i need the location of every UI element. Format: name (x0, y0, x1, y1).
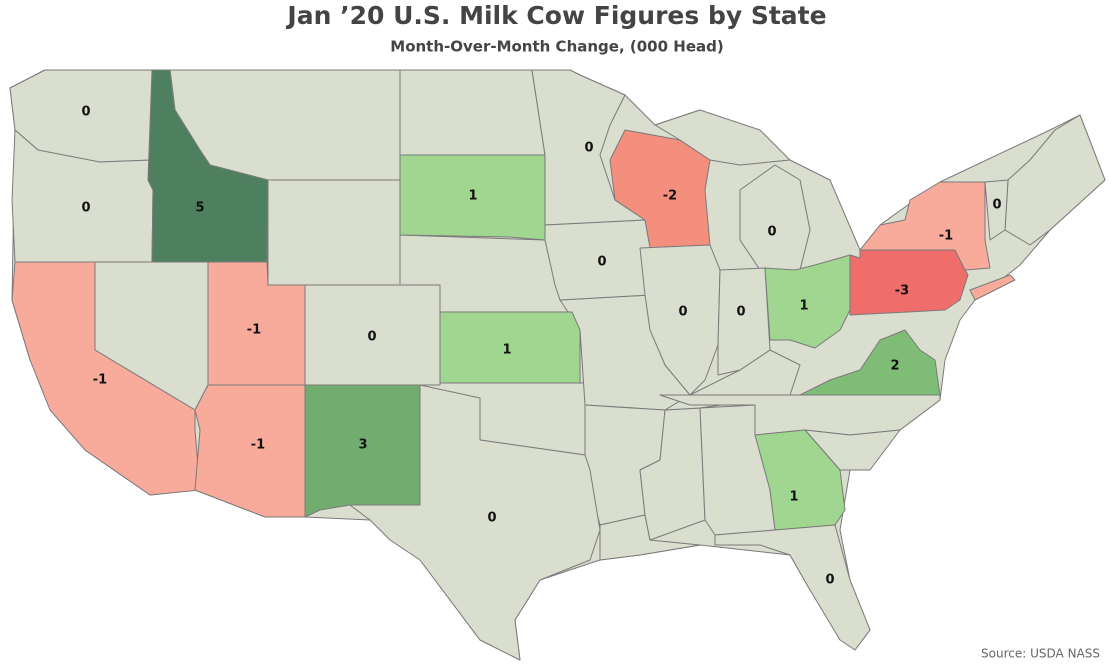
region-value-label: 5 (195, 201, 204, 216)
region-value-label: 1 (799, 299, 808, 314)
region (799, 329, 941, 396)
region-value-label: 0 (584, 141, 593, 156)
region-value-label: 1 (789, 490, 798, 505)
region-value-label: 0 (678, 305, 687, 320)
source-note: Source: USDA NASS (981, 647, 1100, 661)
regions: 0 0 5 -1 -1 -1 0 3 1 1 0 0 -2 0 0 0 1 -3 -1 0 2 1 0 0 (9, 69, 1016, 661)
region (739, 164, 811, 271)
region-value-label: 1 (468, 189, 477, 204)
region (11, 261, 201, 496)
region-value-label: 0 (825, 573, 834, 588)
region (714, 524, 871, 651)
region-value-label: -1 (251, 438, 265, 453)
region-value-label: -2 (663, 189, 677, 204)
region-value-label: 1 (502, 343, 511, 358)
region (639, 244, 721, 396)
region-value-label: 0 (81, 201, 90, 216)
region (147, 69, 269, 263)
region-value-label: -3 (895, 284, 909, 299)
region-value-label: 0 (736, 305, 745, 320)
region-value-label: -1 (93, 373, 107, 388)
title: Jan ’20 U.S. Milk Cow Figures by State (285, 1, 826, 30)
region (654, 109, 791, 166)
region (304, 284, 441, 386)
region-value-label: 0 (767, 225, 776, 240)
region-value-label: 0 (597, 255, 606, 270)
region (849, 249, 969, 316)
region (531, 69, 646, 226)
state (267, 179, 401, 286)
region (984, 179, 1009, 241)
region-value-label: 0 (487, 511, 496, 526)
region (969, 274, 1016, 301)
region (754, 429, 846, 531)
region (439, 311, 581, 384)
region-value-label: 0 (992, 198, 1001, 213)
region-value-label: -1 (939, 229, 953, 244)
region (399, 154, 546, 241)
state (399, 69, 546, 156)
subtitle: Month-Over-Month Change, (000 Head) (390, 38, 723, 56)
region (349, 384, 601, 661)
state (1004, 114, 1106, 246)
region-value-label: -1 (247, 323, 261, 338)
region-value-label: 0 (367, 330, 376, 345)
region (764, 254, 856, 349)
region-value-label: 0 (81, 105, 90, 120)
region-value-label: 2 (890, 359, 899, 374)
region-value-label: 3 (358, 438, 367, 453)
